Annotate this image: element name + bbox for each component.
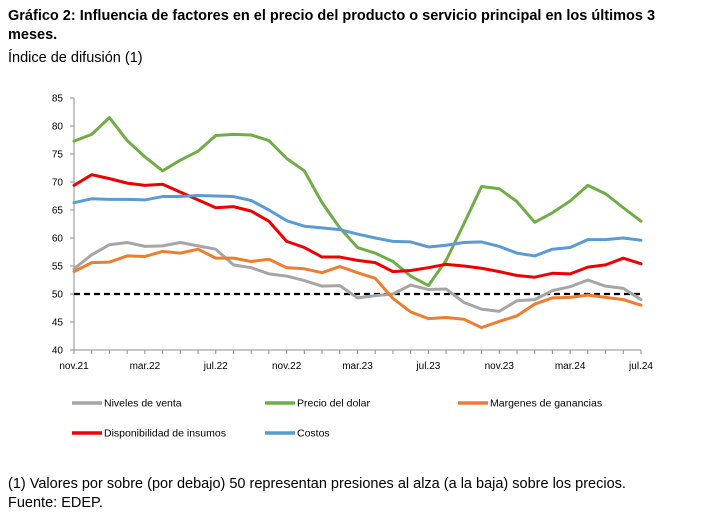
legend-label-precio-del-dolar: Precio del dolar	[297, 398, 370, 410]
y-tick-label: 85	[52, 94, 64, 105]
x-tick-label: mar.22	[130, 361, 161, 372]
y-tick-label: 50	[52, 290, 64, 301]
series-line-disponibilidad-de-insumos	[72, 173, 643, 279]
series-line-margenes-de-ganancias	[72, 247, 643, 330]
source-note: Fuente: EDEP.	[8, 495, 103, 511]
y-tick-label: 80	[52, 122, 64, 133]
y-tick-label: 60	[52, 234, 64, 245]
series-line-niveles-de-venta	[72, 240, 643, 313]
legend-label-costos: Costos	[297, 428, 330, 440]
y-tick-label: 40	[52, 346, 64, 357]
x-tick-label: nov.22	[272, 361, 302, 372]
legend-label-disponibilidad-de-insumos: Disponibilidad de insumos	[104, 428, 226, 440]
x-tick-label: mar.24	[555, 361, 586, 372]
chart-subtitle: Índice de difusión (1)	[8, 50, 143, 66]
legend-label-niveles-de-venta: Niveles de venta	[104, 398, 182, 410]
x-tick-label: nov.21	[59, 361, 89, 372]
legend-label-margenes-de-ganancias: Margenes de ganancias	[490, 398, 602, 410]
chart-title: Gráfico 2: Influencia de factores en el …	[8, 8, 656, 43]
y-tick-label: 65	[52, 206, 64, 217]
chart-legend: Niveles de venta Precio del dolar Margenes…	[72, 398, 602, 440]
x-tick-label: jul.22	[203, 361, 228, 372]
x-tick-label: jul.24	[628, 361, 653, 372]
series-line-precio-del-dolar	[72, 116, 643, 288]
y-tick-label: 70	[52, 178, 64, 189]
footnote: (1) Valores por sobre (por debajo) 50 re…	[8, 476, 626, 492]
line-chart: 40 45 50 55 60 65 70 75 80 85 nov.21 mar.22 jul.22 no…	[52, 94, 654, 440]
x-tick-label: mar.23	[342, 361, 373, 372]
y-tick-label: 75	[52, 150, 64, 161]
series-line-costos	[72, 193, 643, 258]
x-tick-label: jul.23	[415, 361, 440, 372]
series-lines	[72, 116, 643, 330]
y-tick-label: 45	[52, 318, 64, 329]
x-tick-label: nov.23	[485, 361, 515, 372]
y-tick-label: 55	[52, 262, 64, 273]
